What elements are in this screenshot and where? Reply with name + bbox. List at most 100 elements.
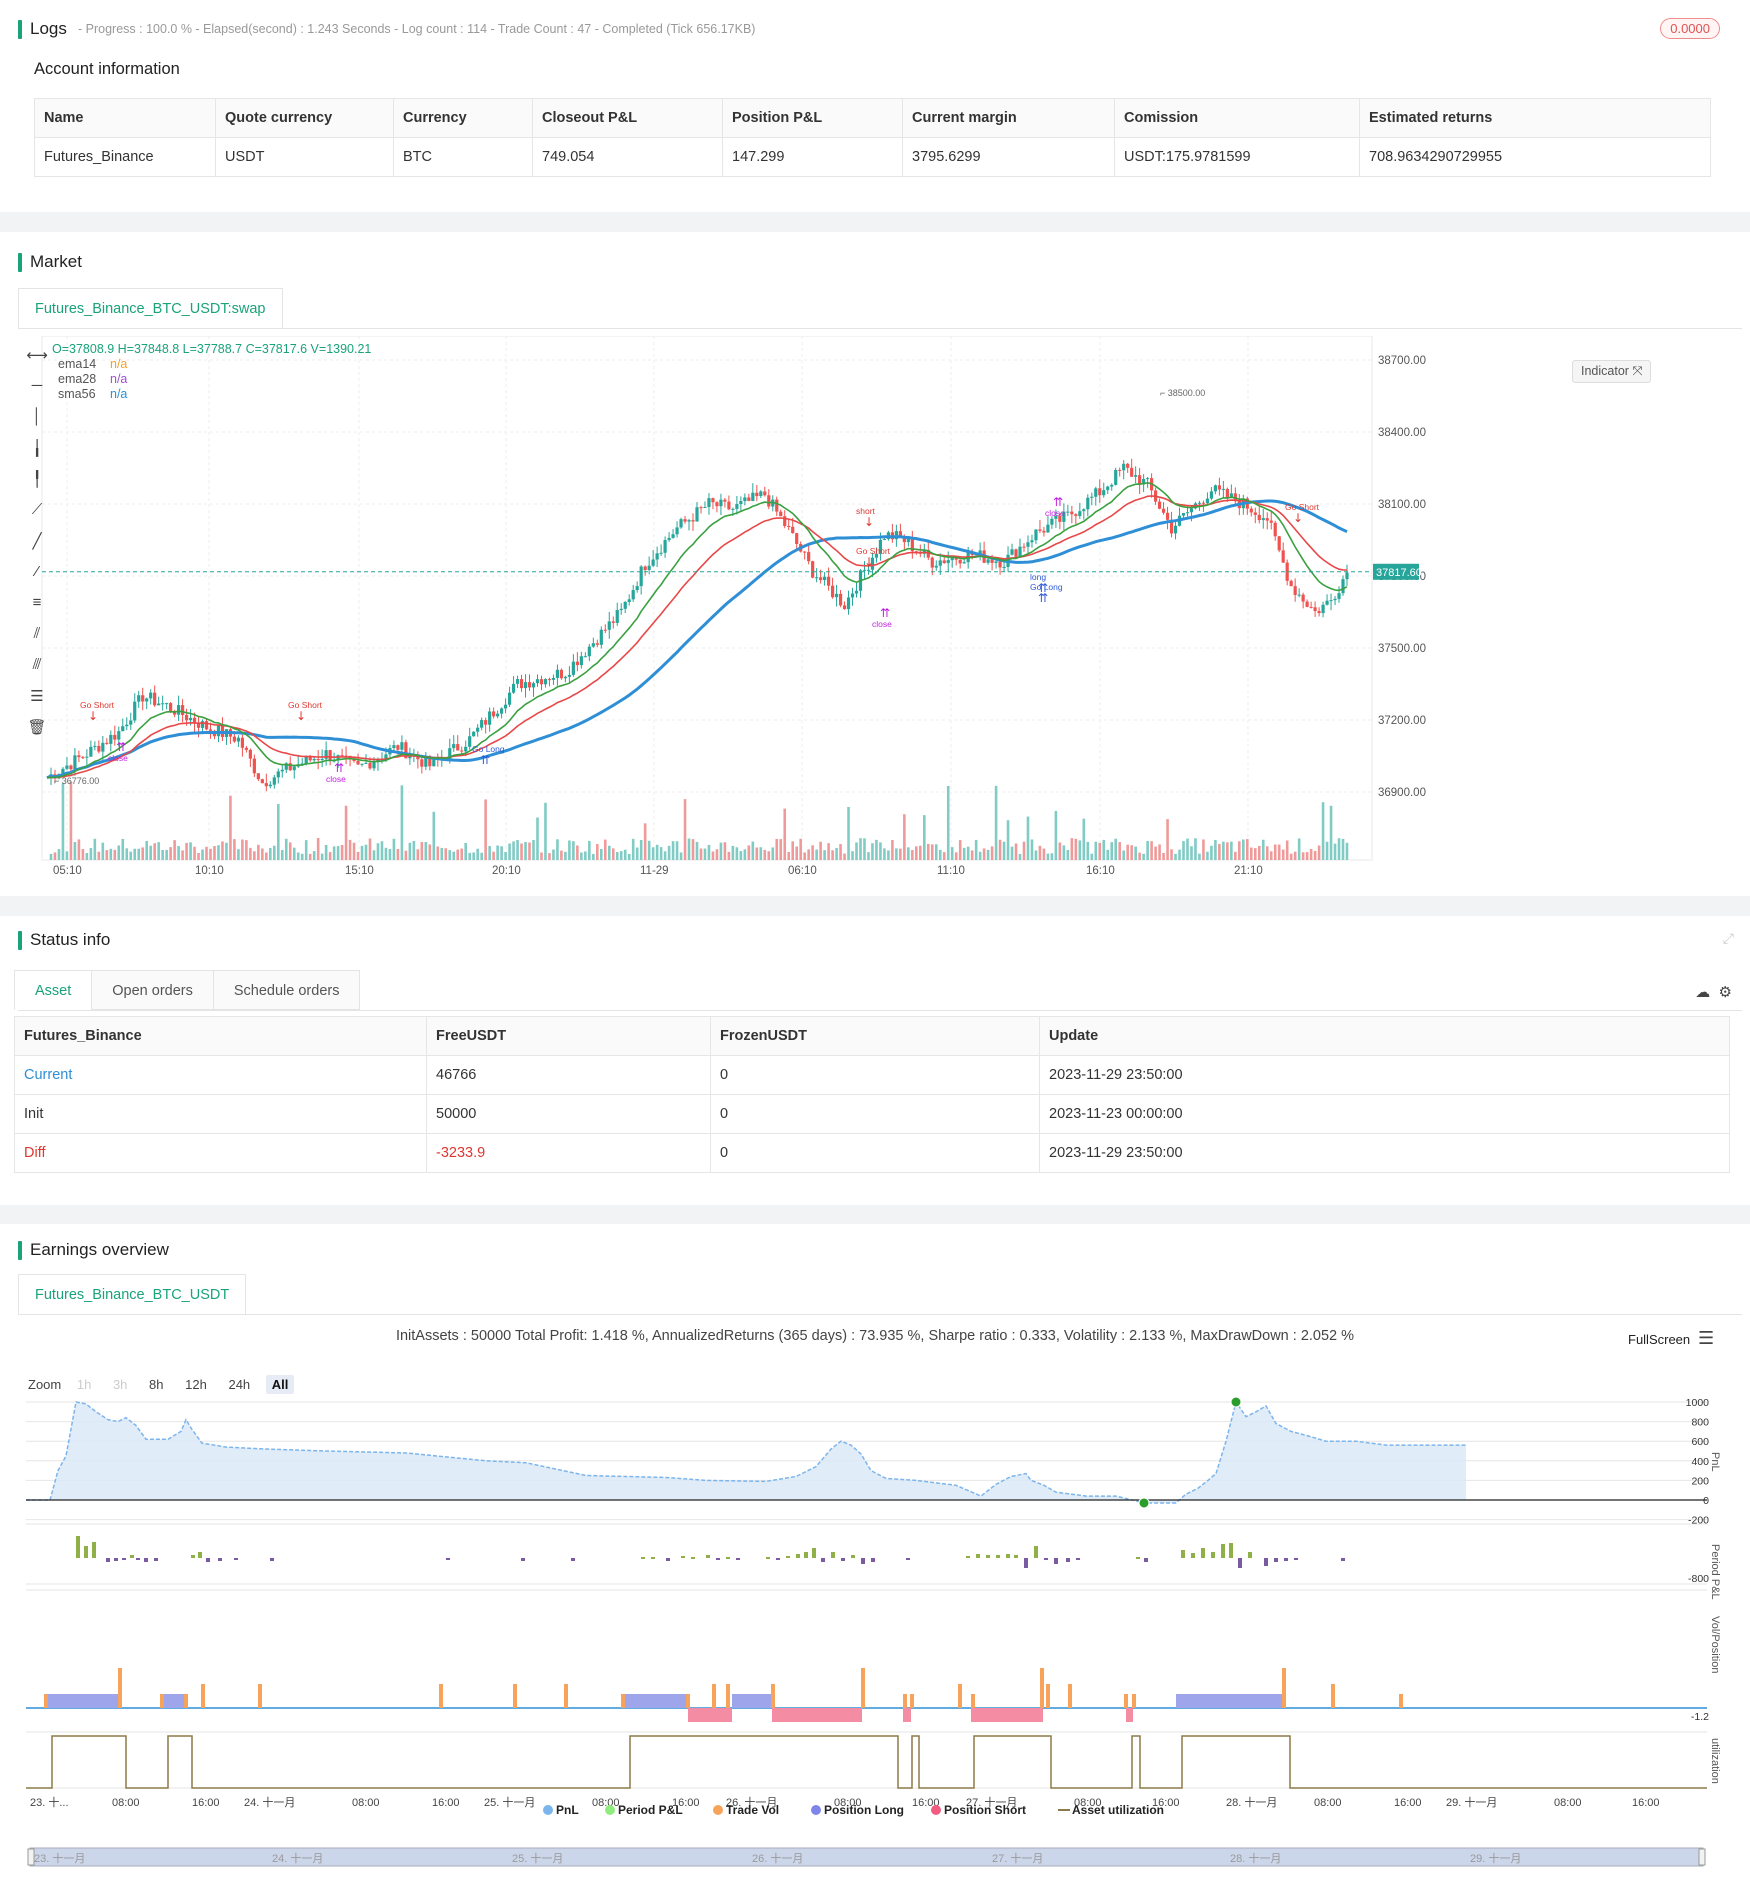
candle-body [176,705,181,715]
candle-body [113,734,117,740]
candle-body [623,601,627,609]
zoom-12h-button[interactable]: 12h [185,1377,207,1392]
high-marker-label: ⌐ 38500.00 [1160,388,1205,398]
volume-bar [1054,810,1058,860]
volume-bar [249,847,252,860]
trade-vol-bar [861,1668,865,1708]
volume-bar [791,841,795,860]
zoom-8h-button[interactable]: 8h [149,1377,164,1392]
volume-bar [643,823,647,860]
zoom-24h-button[interactable]: 24h [228,1377,251,1392]
horizontal-line-tool-icon[interactable]: ─ [31,377,43,394]
period-pnl-bar [218,1558,222,1561]
period-pnl-bar [1181,1550,1185,1558]
zoom-1h-button[interactable]: 1h [76,1377,92,1392]
candle-body [1066,511,1070,513]
vertical-line-tool-icon[interactable]: │ [32,408,42,425]
fullscreen-button[interactable]: FullScreen [1628,1332,1691,1347]
trade-signal-arrow: ⇈ [1053,495,1063,509]
trash-icon[interactable]: 🗑 [27,719,47,736]
volume-bar [73,841,77,860]
volume-bar [1046,853,1050,860]
column-header: FrozenUSDT [710,1016,1040,1056]
tab-schedule-orders[interactable]: Schedule orders [212,970,361,1010]
vertical-ray-tool-icon[interactable]: ╿ [32,471,42,488]
zoom-3h-button[interactable]: 3h [112,1377,128,1392]
volume-bar [320,853,324,860]
period-pnl-bar [1066,1558,1070,1562]
candle-body [496,713,500,717]
time-tick-label: 08:00 [1554,1797,1582,1809]
fibonacci-tool-icon[interactable]: ⫻ [32,656,42,673]
text-tool-icon[interactable]: ☰ [30,688,44,705]
volume-bar [221,841,224,860]
time-tick-label: 08:00 [112,1797,140,1809]
volume-bar [1022,841,1026,860]
volume-bar [1345,842,1349,860]
tab-earnings-symbol[interactable]: Futures_Binance_BTC_USDT [18,1274,247,1314]
trade-vol-bar [1331,1684,1335,1708]
legend-swatch [605,1805,615,1815]
trade-vol-bar [439,1684,443,1708]
volume-bar [336,846,340,860]
volume-bar [229,795,232,860]
candle-body [300,763,304,765]
volume-bar [496,845,499,860]
candle-body [715,502,719,507]
tab-market-symbol[interactable]: Futures_Binance_BTC_USDT:swap [18,288,283,328]
candle-body [1317,611,1321,614]
volume-bar [444,848,448,860]
crosshair-tool-icon[interactable]: ⟷ [26,347,48,364]
candle-body [1213,485,1218,492]
tab-asset[interactable]: Asset [14,970,93,1010]
candle-body [1062,511,1066,522]
low-marker-label: ⌐ 36776.00 [54,776,99,786]
candle-body [468,736,472,747]
price-line-tool-icon[interactable]: ≡ [32,594,42,611]
ray-line-tool-icon[interactable]: ╱ [32,533,42,550]
volume-bar [169,847,172,860]
fullscreen-icon[interactable]: ⤢ [1722,930,1734,946]
volume-bar [1178,849,1181,860]
table-cell: USDT [215,137,394,177]
table-cell: 708.9634290729955 [1359,137,1711,177]
legend-swatch [543,1805,553,1815]
volume-bar [851,851,854,860]
vertical-segment-tool-icon[interactable]: ╽ [32,440,42,457]
volume-bar [1341,838,1345,860]
volume-bar [572,841,575,860]
candle-body [1046,524,1050,533]
segment-tool-icon[interactable]: ⁄ [35,563,39,580]
tab-open-orders[interactable]: Open orders [91,970,214,1010]
candle-body [85,756,89,758]
trend-line-tool-icon[interactable]: ⟋ [31,501,43,518]
candle-body [1142,478,1146,485]
candle-body [611,621,615,623]
volume-bar [408,842,412,860]
candle-body [910,538,914,552]
menu-icon[interactable]: ☰ [1698,1328,1715,1348]
volume-bar [739,851,743,860]
candlestick-chart[interactable]: ⟷ ─ │ ╽ ╿ ⟋ ╱ ⁄ ≡ ⫽ ⫻ ☰ 🗑 38700.00 38400.… [20,335,1740,881]
volume-bar [460,848,464,860]
candle-body [153,692,157,706]
position-short-bar [772,1708,862,1722]
candle-body [1289,580,1293,587]
candle-body [460,750,464,752]
time-tick-label: 08:00 [834,1797,862,1809]
gear-icon[interactable]: ⚙ [1718,984,1732,1001]
profit-badge: 0.0000 [1660,18,1720,39]
volume-bar [771,847,775,860]
table-cell: 46766 [426,1055,711,1095]
candle-body [787,525,791,527]
indicator-button[interactable]: Indicator ⤧ [1572,360,1652,383]
cloud-download-icon[interactable]: ☁ [1695,984,1711,1001]
candle-body [1225,488,1229,498]
column-header: Quote currency [215,98,394,138]
candle-body [133,701,137,721]
volume-bar [763,849,767,860]
candle-body [511,683,516,693]
zoom-all-button[interactable]: All [265,1375,295,1394]
candle-body [141,695,145,702]
parallel-channel-tool-icon[interactable]: ⫽ [33,625,41,642]
